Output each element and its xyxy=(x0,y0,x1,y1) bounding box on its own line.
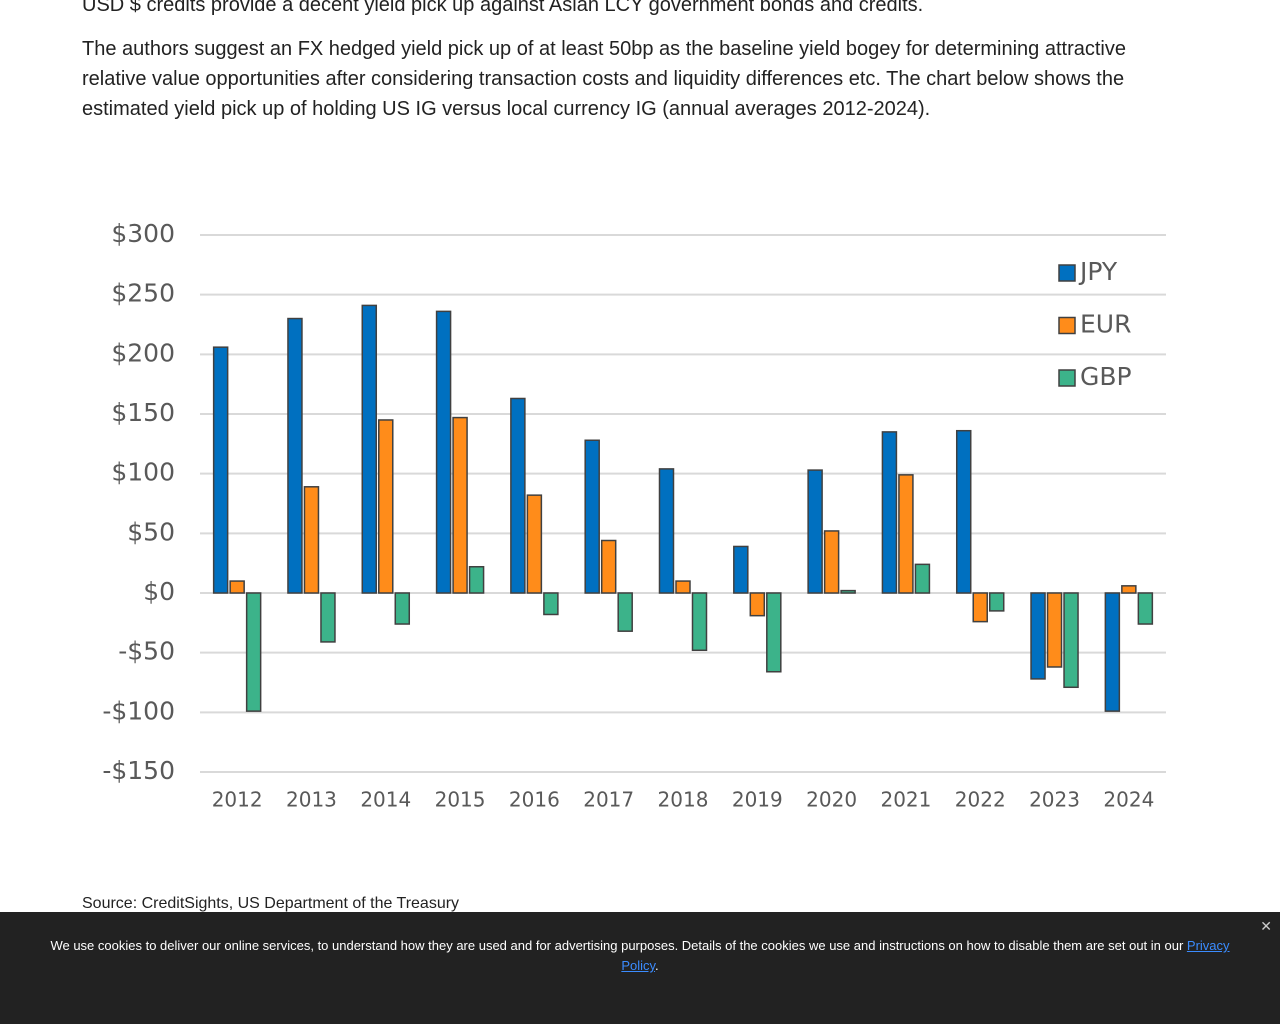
bar xyxy=(1104,592,1121,712)
bar xyxy=(543,592,559,616)
y-tick-label: $50 xyxy=(127,517,175,546)
bar xyxy=(617,592,633,632)
cookie-suffix: . xyxy=(655,958,659,973)
x-tick-label: 2023 xyxy=(1029,788,1080,812)
legend-swatch xyxy=(1058,369,1076,387)
bar xyxy=(394,592,411,625)
x-tick-label: 2020 xyxy=(806,788,857,812)
bar xyxy=(510,397,526,594)
bar xyxy=(988,592,1005,612)
bar xyxy=(1063,592,1079,689)
bar xyxy=(1030,592,1046,680)
x-tick-label: 2022 xyxy=(955,788,1006,812)
legend-swatch xyxy=(1058,316,1076,335)
y-tick-label: -$150 xyxy=(102,756,175,785)
y-tick-label: -$100 xyxy=(102,696,175,725)
bar xyxy=(955,429,972,594)
bar xyxy=(287,317,303,594)
bar xyxy=(361,304,378,594)
cookie-text: We use cookies to deliver our online ser… xyxy=(50,938,1187,953)
bar xyxy=(526,494,543,594)
paragraph: The authors suggest an FX hedged yield p… xyxy=(82,38,1126,120)
y-tick-label: $250 xyxy=(111,279,175,308)
legend-label: GBP xyxy=(1080,362,1132,391)
bar xyxy=(468,565,485,594)
x-tick-label: 2019 xyxy=(732,788,783,812)
bar xyxy=(749,592,766,617)
legend-label: JPY xyxy=(1078,257,1118,286)
cookie-banner: ✕ We use cookies to deliver our online s… xyxy=(0,912,1280,1024)
bar xyxy=(229,580,245,594)
bar xyxy=(600,539,617,594)
bar xyxy=(452,416,468,594)
close-button[interactable]: ✕ xyxy=(1260,918,1272,934)
bar xyxy=(303,486,320,594)
legend-swatch xyxy=(1058,264,1076,282)
source: Source: CreditSights, US Department of t… xyxy=(82,895,460,912)
x-tick-label: 2017 xyxy=(583,788,634,812)
bar xyxy=(245,592,262,712)
y-tick-label: $100 xyxy=(111,458,175,487)
y-tick-label: -$50 xyxy=(118,637,175,666)
bar xyxy=(320,592,336,643)
x-tick-label: 2021 xyxy=(880,788,931,812)
bar xyxy=(914,563,931,594)
bar xyxy=(435,310,452,594)
bar xyxy=(823,530,840,594)
bar xyxy=(840,589,856,594)
x-tick-label: 2024 xyxy=(1103,788,1154,812)
bar xyxy=(691,592,708,652)
x-tick-label: 2012 xyxy=(212,788,263,812)
bar xyxy=(807,469,823,594)
y-tick-label: $150 xyxy=(111,398,175,427)
bar xyxy=(675,580,691,594)
bar xyxy=(972,592,988,623)
x-tick-label: 2014 xyxy=(360,788,411,812)
bar xyxy=(898,474,914,594)
bar xyxy=(881,431,898,594)
x-tick-label: 2018 xyxy=(658,788,709,812)
x-tick-label: 2013 xyxy=(286,788,337,812)
y-tick-label: $0 xyxy=(143,577,175,606)
bar xyxy=(658,468,675,594)
bar xyxy=(733,545,749,594)
legend-label: EUR xyxy=(1080,310,1131,339)
bar xyxy=(378,419,394,594)
bar xyxy=(1121,585,1137,594)
bar xyxy=(1046,592,1063,668)
paragraph: USD $ credits provide a decent yield pic… xyxy=(82,0,924,16)
bar xyxy=(212,346,229,594)
privacy-link[interactable]: Privacy Policy xyxy=(621,938,1230,973)
x-tick-label: 2016 xyxy=(509,788,560,812)
bar xyxy=(766,592,782,673)
y-tick-label: $200 xyxy=(111,338,175,367)
y-tick-label: $300 xyxy=(111,219,175,248)
bar xyxy=(584,439,600,594)
chart: -$150 -$100 -$50 $0 $50 $100 $150 $200 $250 $300 2… xyxy=(102,219,1166,812)
cookie-message: We use cookies to deliver our online ser… xyxy=(30,936,1250,976)
x-tick-label: 2015 xyxy=(435,788,486,812)
bar xyxy=(1137,592,1154,625)
